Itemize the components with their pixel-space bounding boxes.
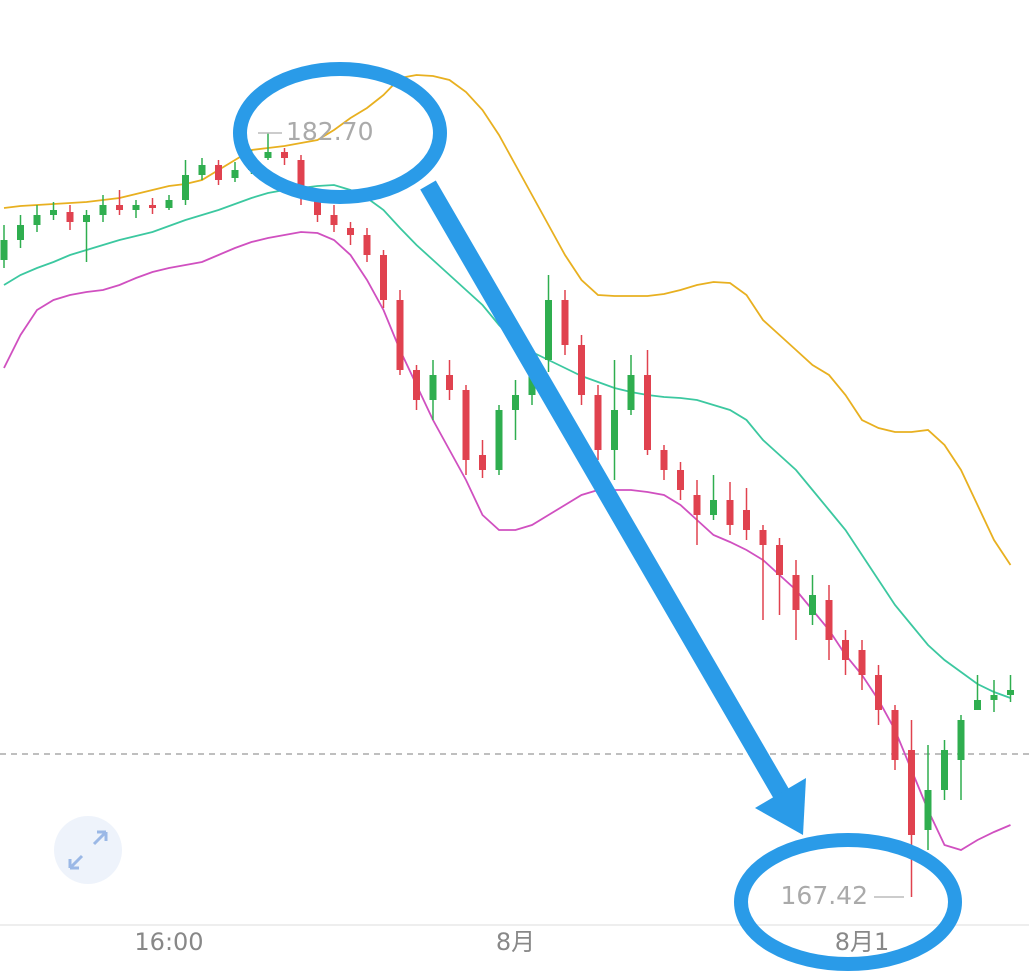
candle-body (380, 255, 387, 300)
candle-body (297, 160, 305, 195)
candle-body (83, 215, 90, 222)
candle-body (99, 205, 107, 215)
candle-body (429, 375, 437, 400)
plot-area: 182.70 167.42 (0, 74, 1029, 910)
expand-button[interactable] (54, 816, 122, 884)
candle-body (875, 675, 882, 710)
annotation-overlay (233, 62, 962, 971)
band-line (3, 74, 1012, 566)
candle-body (924, 790, 932, 830)
candle-body (1007, 690, 1014, 695)
highlight-circle (233, 62, 447, 204)
highlight-circle (734, 833, 962, 971)
low-marker-label: 167.42 (781, 881, 868, 910)
candle-body (363, 235, 371, 255)
candle-body (116, 205, 123, 210)
candle-body (0, 240, 8, 260)
candle-body (281, 152, 288, 158)
candle-body (347, 228, 354, 235)
band-line (3, 184, 1011, 699)
expand-icon[interactable] (68, 830, 108, 870)
arrow-head (755, 778, 806, 835)
candle-body (561, 300, 569, 345)
x-tick-label: 8月1 (835, 928, 890, 956)
candle-body (710, 500, 717, 515)
candle-body (759, 530, 767, 545)
trend-arrow (420, 180, 790, 800)
candle-body (132, 205, 140, 210)
candle-body (330, 215, 338, 225)
expand-circle[interactable] (54, 816, 122, 884)
candle-body (182, 175, 189, 200)
candle-body (66, 212, 74, 222)
candle-body (396, 300, 404, 370)
candle-body (743, 510, 750, 530)
candle-body (792, 575, 800, 610)
candle-body (479, 455, 486, 470)
candle-body (842, 640, 849, 660)
candle-body (677, 470, 684, 490)
x-tick-label: 8月 (496, 928, 535, 956)
high-marker-label: 182.70 (286, 117, 373, 146)
candle-body (990, 695, 998, 700)
candle-body (198, 165, 206, 175)
candle-body (611, 410, 618, 450)
candle-body (693, 495, 701, 515)
candle-body (231, 170, 239, 178)
candle-body (974, 700, 981, 710)
candle-body (462, 390, 470, 460)
candle-body (149, 205, 156, 208)
candle-body (545, 300, 552, 360)
x-tick-label: 16:00 (134, 928, 203, 956)
candle-body (809, 595, 816, 615)
candle-body (413, 370, 420, 400)
candle-body (858, 650, 866, 675)
candle-body (446, 375, 453, 390)
candle-body (512, 395, 519, 410)
candle-body (594, 395, 602, 450)
candle-body (495, 410, 503, 470)
candle-body (165, 200, 173, 208)
candle-body (314, 195, 321, 215)
candle-body (33, 215, 41, 225)
candle-body (215, 165, 222, 180)
candle-body (908, 750, 915, 835)
candle-body (891, 710, 899, 760)
candle-body (528, 370, 536, 395)
candle-body (941, 750, 948, 790)
candle-body (264, 152, 272, 158)
candle-body (50, 210, 57, 215)
candle-body (726, 500, 734, 525)
candle-body (17, 225, 24, 240)
candle-body (578, 345, 585, 395)
candle-body (825, 600, 833, 640)
candle-body (957, 720, 965, 760)
candle-body (644, 375, 651, 450)
candle-body (776, 545, 783, 575)
candle-body (660, 450, 668, 470)
candle-body (627, 375, 635, 410)
